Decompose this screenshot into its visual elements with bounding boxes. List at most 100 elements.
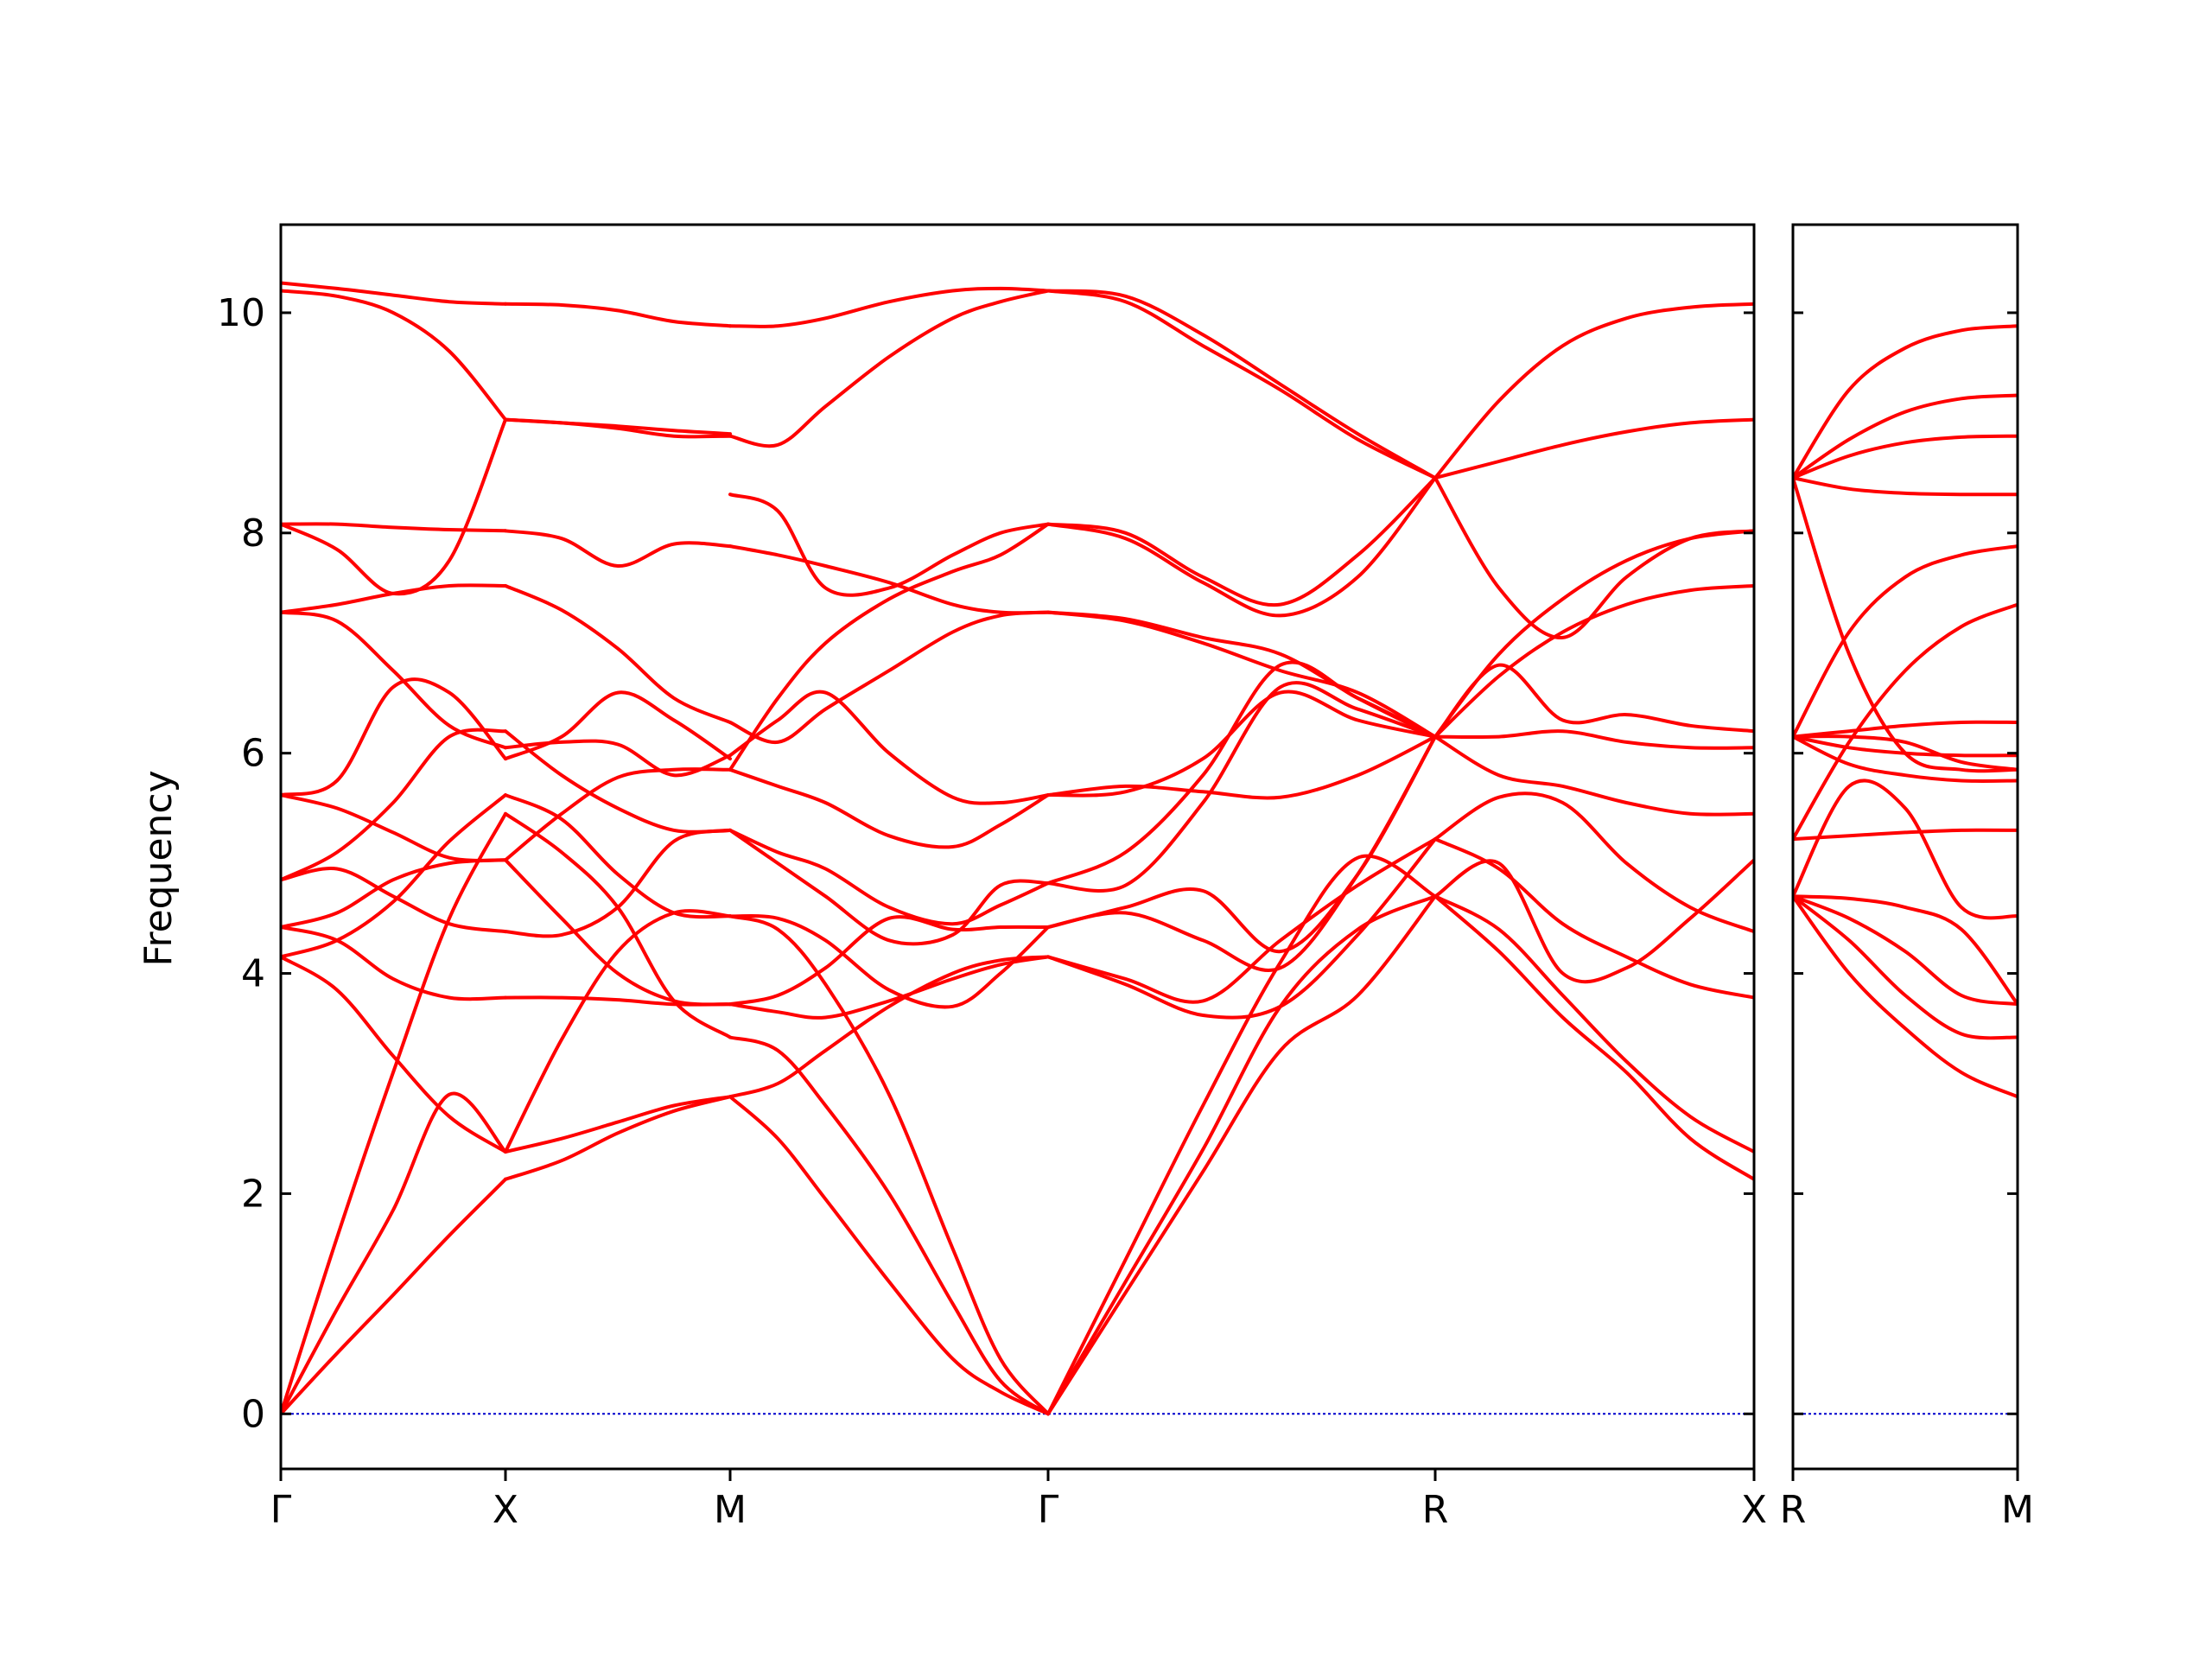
band-R-M-8 (1793, 720, 2018, 739)
bands-group (281, 281, 1754, 1416)
x-tick-label: M (714, 1488, 747, 1532)
y-tick-label: 6 (241, 732, 265, 776)
band-R-M-7 (1793, 734, 2018, 772)
band-X-M-9 (504, 729, 732, 834)
band-Γ-R-15 (1046, 476, 1437, 607)
band-M-Γ-6 (728, 915, 1050, 1007)
band-M-Γ-3 (728, 914, 1050, 1416)
band-Γ-X-11 (281, 677, 507, 798)
band-R-X-5 (1433, 791, 1754, 934)
band-Γ-R-16 (1046, 289, 1437, 480)
x-tick-label: R (1780, 1488, 1807, 1532)
band-Γ-X-16 (281, 289, 507, 422)
x-tick-label: X (493, 1488, 518, 1532)
band-Γ-R-11 (1046, 734, 1437, 800)
y-tick-label: 0 (241, 1392, 265, 1436)
band-Γ-X-6 (281, 925, 507, 1001)
y-tick-label: 4 (241, 952, 265, 996)
band-R-M-6 (1793, 779, 2018, 920)
band-Γ-X-14 (281, 417, 507, 596)
band-X-M-4 (504, 909, 732, 1154)
band-R-M-12 (1793, 544, 2018, 739)
band-R-X-13 (1433, 302, 1754, 480)
band-Γ-R-17 (1046, 289, 1437, 480)
band-R-X-1 (1433, 894, 1754, 1181)
band-Γ-X-8 (281, 867, 507, 934)
band-M-Γ-7 (728, 913, 1050, 1009)
band-R-X-2 (1433, 894, 1754, 1154)
band-Γ-R-2 (1046, 894, 1437, 1416)
band-M-Γ-16 (728, 289, 1050, 448)
band-M-Γ-14 (728, 544, 1050, 615)
band-R-M-3 (1793, 894, 2018, 1007)
band-R-X-11 (1433, 476, 1754, 639)
band-M-Γ-8 (728, 828, 1050, 946)
band-M-Γ-15 (728, 493, 1050, 597)
y-axis-label: Frequency (137, 770, 181, 966)
x-tick-label: X (1741, 1488, 1767, 1532)
band-Γ-R-1 (1046, 894, 1437, 1416)
band-Γ-X-9 (281, 728, 507, 882)
band-Γ-R-3 (1046, 854, 1437, 1416)
band-M-Γ-11 (728, 690, 1050, 805)
band-Γ-X-4 (281, 955, 507, 1154)
band-X-M-10 (504, 767, 732, 862)
band-Γ-X-2 (281, 1091, 507, 1416)
y-tick-label: 8 (241, 512, 265, 556)
band-Γ-X-3 (281, 811, 507, 1416)
band-Γ-R-10 (1046, 690, 1437, 798)
band-M-Γ-5 (728, 955, 1050, 1020)
band-Γ-X-1 (281, 1177, 507, 1416)
band-M-Γ-9 (728, 828, 1050, 926)
band-Γ-R-7 (1046, 734, 1437, 972)
band-X-M-17 (504, 302, 732, 328)
band-Γ-X-15 (281, 522, 507, 533)
band-Γ-R-13 (1046, 610, 1437, 739)
band-R-M-5 (1793, 828, 2018, 842)
band-M-Γ-12 (728, 610, 1050, 744)
band-R-M-4 (1793, 894, 2018, 1007)
band-Γ-R-8 (1046, 660, 1437, 886)
band-Γ-X-5 (281, 793, 507, 959)
band-M-Γ-17 (728, 286, 1050, 328)
band-X-M-11 (504, 690, 732, 761)
band-M-Γ-1 (728, 1095, 1050, 1416)
x-tick-label: M (2001, 1488, 2034, 1532)
band-R-M-15 (1793, 434, 2018, 480)
band-R-X-7 (1433, 729, 1754, 750)
band-R-M-1 (1793, 894, 2018, 1099)
band-Γ-X-12 (281, 610, 507, 750)
band-R-M-2 (1793, 894, 2018, 1040)
band-X-M-2 (504, 1095, 732, 1154)
band-Γ-X-13 (281, 583, 507, 614)
band-X-M-1 (504, 1095, 732, 1181)
x-tick-label: Γ (1038, 1488, 1059, 1532)
band-R-X-9 (1433, 584, 1754, 739)
x-tick-label: R (1422, 1488, 1449, 1532)
band-R-X-4 (1433, 837, 1754, 1000)
band-R-M-11 (1793, 602, 2018, 842)
band-R-X-12 (1433, 417, 1754, 480)
band-X-M-8 (504, 828, 732, 938)
plot-frame (279, 223, 1756, 1471)
band-X-M-5 (504, 793, 732, 919)
band-Γ-X-17 (281, 281, 507, 306)
band-Γ-R-14 (1046, 476, 1437, 618)
band-R-M-16 (1793, 393, 2018, 480)
band-M-Γ-10 (728, 767, 1050, 849)
x-tick-label: Γ (270, 1488, 292, 1532)
band-Γ-R-9 (1046, 681, 1437, 893)
band-Γ-R-12 (1046, 610, 1437, 739)
band-R-M-17 (1793, 324, 2018, 480)
band-X-M-7 (504, 858, 732, 1007)
band-M-Γ-4 (728, 955, 1050, 1099)
band-X-M-13 (504, 584, 732, 724)
band-R-M-13 (1793, 476, 2018, 773)
band-R-M-10 (1793, 734, 2018, 783)
band-Γ-X-10 (281, 793, 507, 862)
band-X-M-16 (504, 417, 732, 436)
band-Γ-R-4 (1046, 837, 1437, 1020)
y-tick-label: 10 (217, 291, 265, 335)
